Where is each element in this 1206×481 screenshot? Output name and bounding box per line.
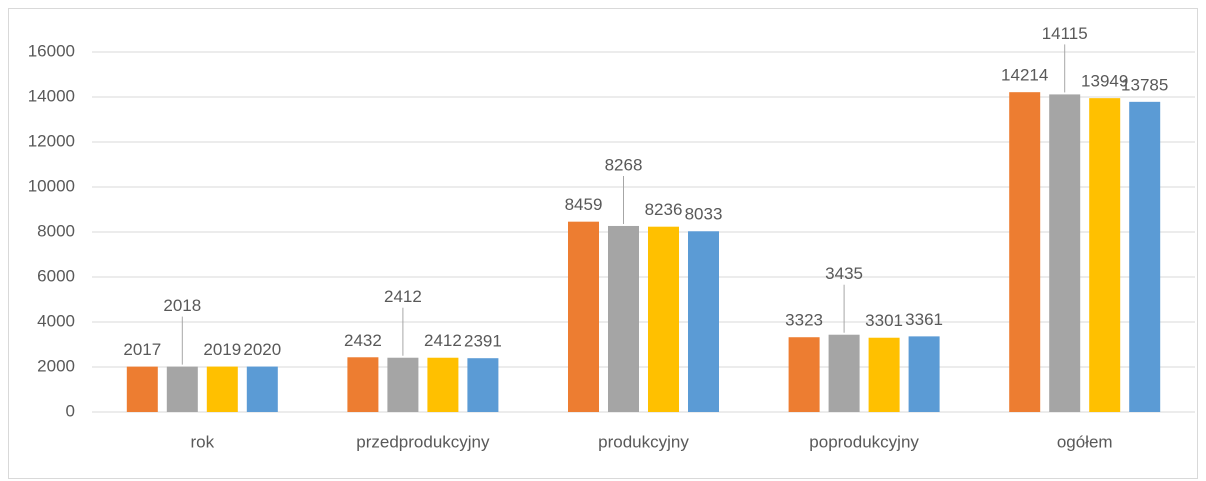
data-label: 2412 [384,287,422,306]
data-label: 3361 [905,310,943,329]
bar [206,366,238,412]
data-label: 2432 [344,331,382,350]
bar [868,337,900,412]
bar [1009,92,1041,412]
data-label: 2391 [464,332,502,351]
y-tick-label: 0 [66,401,75,420]
bar [166,366,198,412]
bar [427,357,459,412]
chart-border [8,8,1198,479]
x-tick-label: ogółem [1057,432,1113,451]
y-tick-label: 4000 [37,311,75,330]
data-label: 2412 [424,331,462,350]
data-label: 8033 [685,205,723,224]
bar [828,334,860,412]
data-label: 8236 [645,200,683,219]
bar [467,358,499,412]
bar [608,225,639,412]
data-label: 2019 [203,340,241,359]
bar [126,366,158,412]
data-label: 2017 [123,340,161,359]
bar [1049,94,1081,412]
bar [387,357,419,412]
bar [246,366,278,412]
bar [1129,101,1161,413]
bar [908,336,940,412]
bar [788,337,820,412]
bar [648,226,679,412]
data-label: 14214 [1001,66,1048,85]
x-tick-label: poprodukcyjny [809,432,919,451]
data-label: 8459 [565,195,603,214]
data-label: 3435 [825,264,863,283]
bar [347,357,379,412]
y-tick-label: 6000 [37,266,75,285]
x-tick-label: rok [190,432,214,451]
data-label: 13949 [1081,72,1128,91]
y-tick-label: 14000 [28,86,75,105]
data-label: 2020 [243,340,281,359]
data-label: 13785 [1121,75,1168,94]
data-label: 3301 [865,311,903,330]
y-tick-label: 10000 [28,176,75,195]
x-tick-label: przedprodukcyjny [356,432,490,451]
y-tick-label: 8000 [37,221,75,240]
data-label: 3323 [785,311,823,330]
y-tick-label: 2000 [37,356,75,375]
bar [568,221,599,412]
data-label: 2018 [163,296,201,315]
data-label: 14115 [1042,24,1088,43]
data-label: 8268 [605,155,643,174]
bar [1089,98,1121,413]
bar [688,231,719,412]
y-tick-label: 12000 [28,131,75,150]
x-tick-label: produkcyjny [598,432,689,451]
y-tick-label: 16000 [28,41,75,60]
